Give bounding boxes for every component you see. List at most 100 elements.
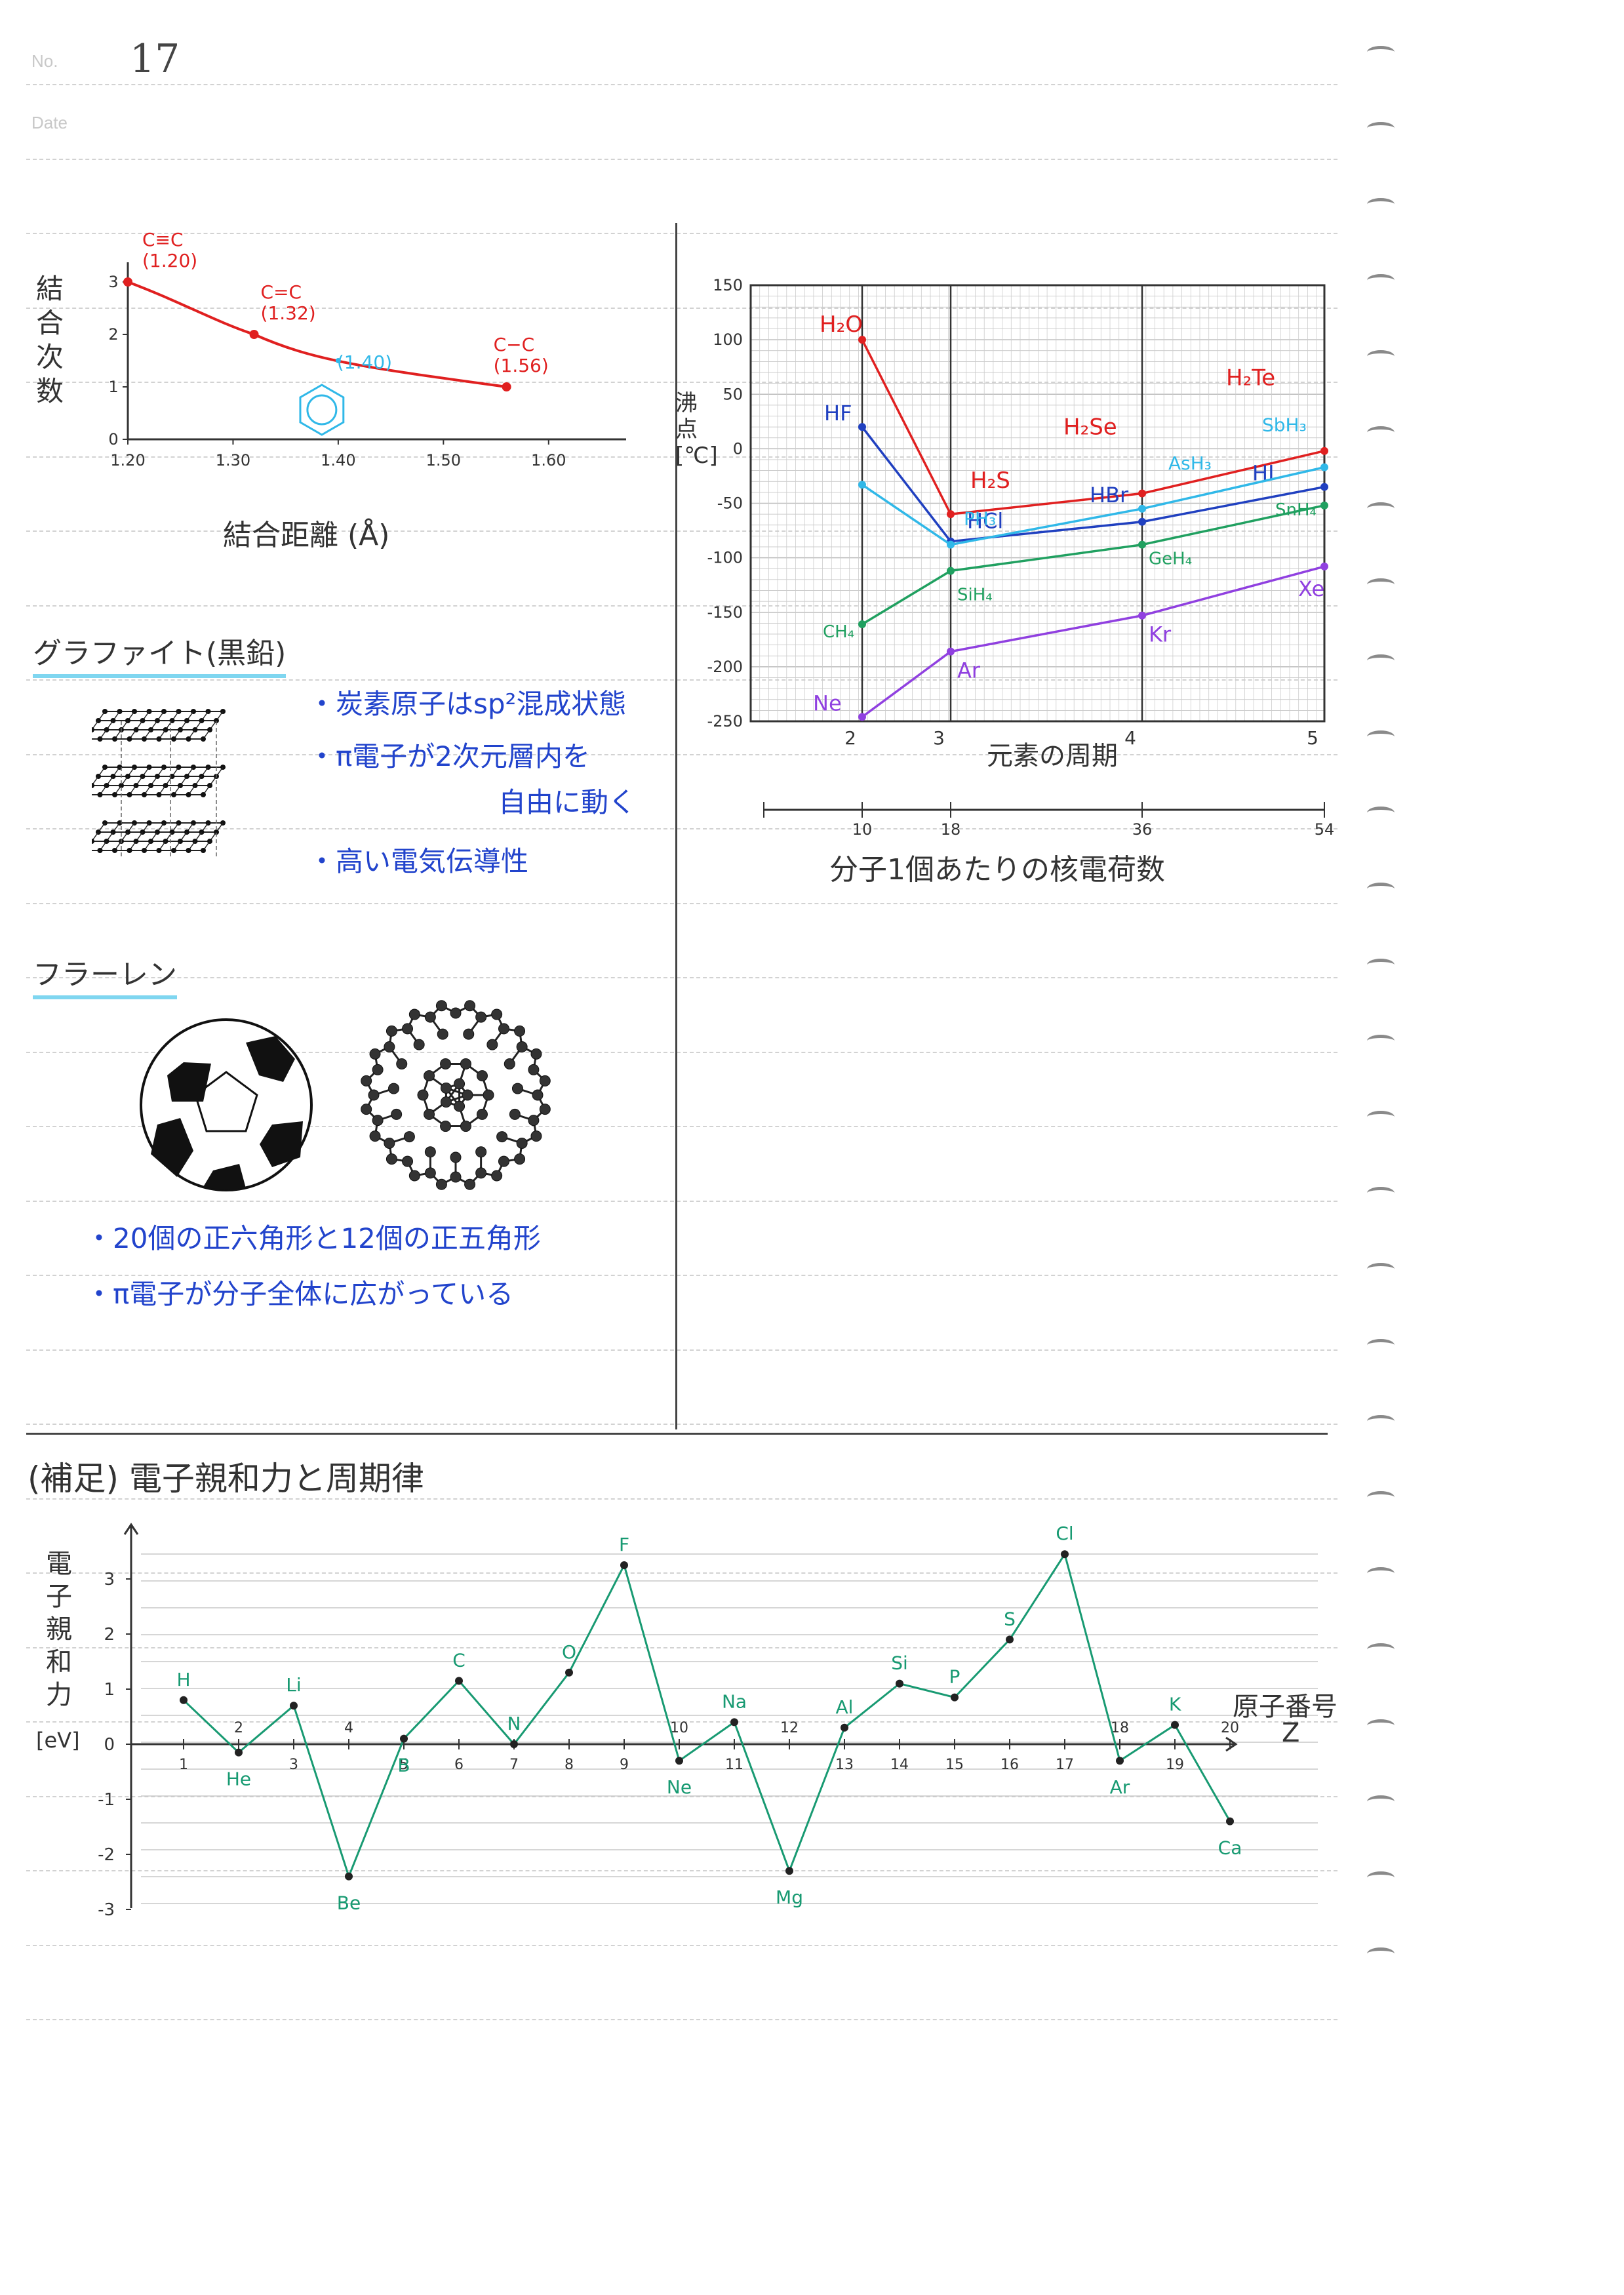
binder-ring — [1367, 274, 1395, 287]
bp-point-label: SbH₃ — [1262, 414, 1307, 436]
bp-point — [1138, 611, 1146, 620]
ruled-line — [26, 530, 1337, 532]
no-label: No. — [31, 51, 58, 71]
bond-y-tick-label: 2 — [108, 325, 118, 344]
bp-point — [1138, 504, 1146, 513]
ruled-line — [26, 903, 1337, 904]
bp-y-tick-label: -200 — [707, 658, 743, 676]
ea-point — [455, 1677, 463, 1685]
binder-ring — [1367, 502, 1395, 515]
bond-y-tick-label: 1 — [108, 378, 118, 396]
bp-secondary-tick-label: 54 — [1315, 820, 1335, 839]
binder-ring — [1367, 1491, 1395, 1504]
ea-x-tick-label: 13 — [835, 1757, 854, 1773]
bp-point-label: CH₄ — [823, 622, 854, 642]
graphite-bullet-4: ・高い電気伝導性 — [308, 845, 529, 877]
ea-point — [510, 1740, 518, 1748]
date-label: Date — [31, 113, 68, 132]
ea-x-tick-label: 20 — [1221, 1720, 1239, 1736]
ea-point-label: Na — [722, 1690, 747, 1712]
bp-series-line — [861, 339, 1325, 515]
ea-grid — [123, 1523, 1318, 1908]
ea-point — [730, 1718, 738, 1726]
ea-x-tick-label: 10 — [670, 1720, 688, 1736]
ea-point-label: F — [619, 1534, 629, 1555]
graphite-bullet-1: ・炭素原子はsp²混成状態 — [308, 688, 627, 720]
fullerene-title-text: フラーレン — [33, 958, 177, 991]
ruled-line — [26, 1498, 1337, 1500]
ea-point-label: B — [397, 1755, 410, 1776]
bp-x-tick-label: 3 — [933, 727, 945, 749]
ruled-line — [26, 159, 1337, 160]
bond-y-tick-label: 0 — [108, 430, 118, 449]
ea-point — [951, 1693, 959, 1702]
ea-point — [565, 1668, 573, 1677]
column-divider — [675, 223, 677, 1429]
binder-ring — [1367, 1035, 1395, 1047]
ea-point-label: C — [452, 1649, 465, 1671]
ea-point — [1061, 1550, 1069, 1559]
bond-ticks: 1.20 1.30 1.40 1.50 1.60 0 1 2 3 — [108, 273, 566, 469]
bp-x-tick-label: 4 — [1124, 727, 1136, 749]
bp-point — [1138, 517, 1146, 526]
bp-point — [858, 423, 866, 431]
bond-x-tick-label: 1.50 — [426, 451, 461, 469]
soccer-ball-drawing — [140, 1018, 313, 1191]
bond-point-value: (1.40) — [337, 351, 392, 373]
bp-point-label: H₂Se — [1063, 414, 1117, 441]
page-number: 17 — [130, 36, 180, 82]
bp-point — [1320, 447, 1328, 455]
boiling-chart-ylabel: 沸点[℃] — [675, 390, 718, 469]
bond-point-name: C−C — [494, 334, 535, 355]
graphite-bullet-2: ・π電子が2次元層内を — [308, 740, 591, 772]
binder-ring — [1367, 1111, 1395, 1123]
ea-point-label: S — [1004, 1608, 1016, 1629]
ea-x-tick-label: 1 — [179, 1757, 188, 1773]
ea-point — [345, 1872, 353, 1881]
ruled-line — [26, 1870, 1337, 1871]
bp-point-label: PH₃ — [964, 508, 996, 530]
ruled-line — [26, 1945, 1337, 1946]
ruled-line — [26, 1349, 1337, 1351]
bp-secondary-axis: 10 18 36 54 — [763, 802, 1335, 839]
ea-y-tick-label: -1 — [98, 1790, 115, 1810]
ea-y-tick-label: -3 — [98, 1900, 115, 1920]
ea-point — [1116, 1757, 1124, 1765]
binder-ring — [1367, 1795, 1395, 1808]
binder-ring — [1367, 46, 1395, 58]
bp-point — [858, 481, 866, 489]
ea-x-tick-label: 16 — [1000, 1757, 1019, 1773]
bp-point-label: Ne — [813, 690, 842, 715]
bp-series-line — [861, 426, 1325, 543]
bp-point-label: GeH₄ — [1149, 549, 1192, 569]
bond-chart-xlabel: 結合距離 (Å) — [223, 519, 390, 552]
ea-point — [290, 1702, 298, 1710]
bond-y-tick-label: 3 — [108, 273, 118, 291]
bp-x-tick-label: 5 — [1307, 727, 1318, 749]
affinity-unit: [eV] — [36, 1728, 80, 1753]
ea-x-tick-label: 12 — [780, 1720, 799, 1736]
ea-series: H He Li Be B C N O F Ne Na Mg Al Si P S Cl Ar K Ca — [176, 1523, 1242, 1913]
ea-point-label: P — [949, 1666, 961, 1688]
affinity-xlabel: 原子番号 — [1233, 1692, 1337, 1722]
bp-point — [1320, 562, 1328, 570]
bond-curve — [127, 281, 507, 388]
bp-secondary-tick-label: 36 — [1132, 820, 1153, 839]
bp-y-tick-label: -100 — [707, 549, 743, 567]
bp-point-label: H₂Te — [1226, 365, 1275, 391]
ea-x-tick-label: 8 — [564, 1757, 574, 1773]
ruled-line — [26, 679, 1337, 681]
binder-ring — [1367, 807, 1395, 819]
ea-point-label: Ne — [667, 1776, 692, 1798]
ruled-line — [26, 1201, 1337, 1202]
ea-point — [841, 1723, 848, 1732]
bp-point — [858, 620, 866, 629]
bp-point — [858, 336, 866, 344]
ruled-line — [26, 1572, 1337, 1574]
bp-y-tick-label: -50 — [717, 494, 743, 513]
bp-y-tick-label: 150 — [713, 276, 743, 294]
binder-ring — [1367, 1339, 1395, 1351]
ruled-line — [26, 1275, 1337, 1276]
bp-point-label: HBr — [1090, 483, 1129, 508]
